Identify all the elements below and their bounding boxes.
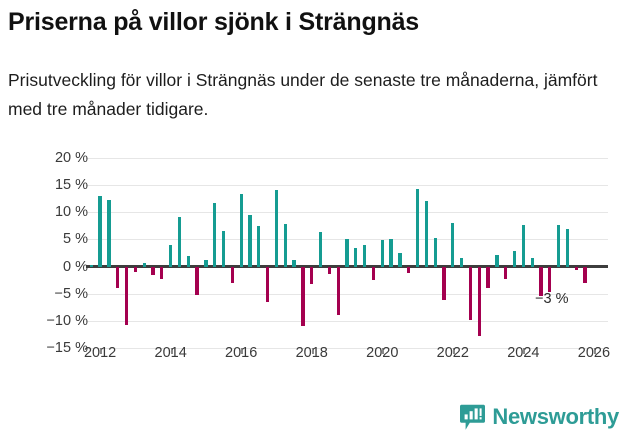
bar — [186, 255, 190, 267]
bar — [345, 239, 349, 267]
gridline — [86, 158, 608, 159]
bar — [160, 266, 164, 279]
gridline — [86, 348, 608, 349]
bar — [177, 216, 182, 267]
y-axis-tick-label: 5 % — [63, 231, 88, 248]
y-axis-tick-label: 0 % — [63, 258, 88, 275]
x-axis-tick — [523, 348, 526, 354]
x-axis-tick-label: 2014 — [154, 345, 187, 361]
bar — [380, 239, 384, 267]
bar — [371, 266, 376, 281]
y-axis-tick-label: 15 % — [54, 177, 88, 194]
bar — [248, 215, 252, 267]
x-axis-tick-label: 2026 — [577, 345, 611, 361]
bar — [354, 248, 358, 267]
page-subtitle: Prisutveckling för villor i Strängnäs un… — [8, 70, 598, 119]
bar — [151, 266, 155, 276]
bar — [539, 266, 543, 297]
bar — [98, 196, 102, 267]
bar — [433, 238, 437, 267]
bar — [398, 253, 402, 267]
x-axis-tick — [452, 348, 455, 354]
bar — [407, 266, 411, 274]
y-axis-tick-label: −5 % — [54, 285, 88, 302]
bar — [318, 232, 323, 267]
newsworthy-wordmark: Newsworthy — [492, 404, 619, 429]
y-axis-tick-label: 10 % — [54, 204, 88, 221]
bar — [521, 225, 525, 267]
last-value-annotation: −3 % — [535, 290, 569, 307]
gridline — [86, 320, 608, 322]
page-title: Priserna på villor sjönk i Strängnäs — [8, 8, 420, 36]
y-axis-tick-label: 20 % — [54, 150, 88, 166]
bar — [327, 266, 331, 274]
bar — [142, 263, 146, 267]
bar — [89, 264, 93, 267]
x-axis-tick-label: 2022 — [436, 345, 469, 361]
bar — [459, 258, 464, 267]
bar — [116, 266, 120, 289]
bar — [274, 190, 279, 267]
x-axis-tick-label: 2012 — [83, 345, 117, 361]
bar — [230, 266, 235, 283]
bar — [477, 266, 481, 336]
bar — [583, 266, 587, 283]
bar — [495, 254, 499, 267]
bar — [257, 225, 261, 267]
bar — [124, 266, 129, 325]
bar — [221, 230, 226, 267]
bar — [310, 266, 314, 284]
bar — [548, 266, 552, 292]
x-axis-tick — [311, 348, 314, 354]
x-axis-tick — [593, 348, 596, 354]
bar — [362, 244, 367, 267]
plot-area — [86, 158, 608, 354]
bar — [389, 239, 393, 267]
y-axis-tick-label: −15 % — [46, 340, 88, 356]
bar — [415, 188, 420, 267]
bar — [424, 200, 428, 267]
bar — [336, 266, 340, 316]
x-axis-tick — [241, 348, 244, 354]
bar — [213, 203, 217, 267]
x-axis-tick-label: 2018 — [295, 345, 328, 361]
bar — [442, 266, 446, 301]
bar — [265, 266, 270, 302]
bar — [468, 266, 473, 320]
bar — [204, 259, 208, 267]
bar — [133, 266, 138, 272]
bar — [107, 200, 111, 267]
x-axis-tick-label: 2016 — [225, 345, 258, 361]
bar — [292, 260, 296, 267]
zero-axis-line — [86, 265, 608, 269]
x-axis-tick-label: 2024 — [507, 345, 540, 361]
bar — [195, 266, 199, 295]
bar — [168, 244, 173, 267]
bar — [301, 266, 305, 327]
bar — [504, 266, 508, 279]
bar — [556, 224, 561, 267]
gridline — [86, 212, 608, 214]
x-axis-tick — [170, 348, 173, 354]
bar — [565, 228, 570, 267]
x-axis-tick-label: 2020 — [366, 345, 399, 361]
gridline — [86, 293, 608, 295]
x-axis-tick — [100, 348, 103, 354]
bar — [512, 251, 517, 267]
bar-chart-speech-bubble-icon — [460, 404, 486, 431]
x-axis-tick — [382, 348, 385, 354]
bar — [574, 266, 578, 271]
bar — [530, 258, 534, 267]
bar — [486, 266, 490, 289]
bar — [239, 193, 243, 267]
bar — [283, 224, 287, 267]
bar — [451, 223, 455, 267]
gridline — [86, 185, 608, 187]
y-axis-tick-label: −10 % — [46, 312, 88, 329]
bar-chart: 20 % 15 % 10 % 5 % 0 % −5 % −10 % −15 % 2012 2014… — [0, 145, 631, 395]
newsworthy-logo[interactable]: Newsworthy — [460, 403, 619, 431]
